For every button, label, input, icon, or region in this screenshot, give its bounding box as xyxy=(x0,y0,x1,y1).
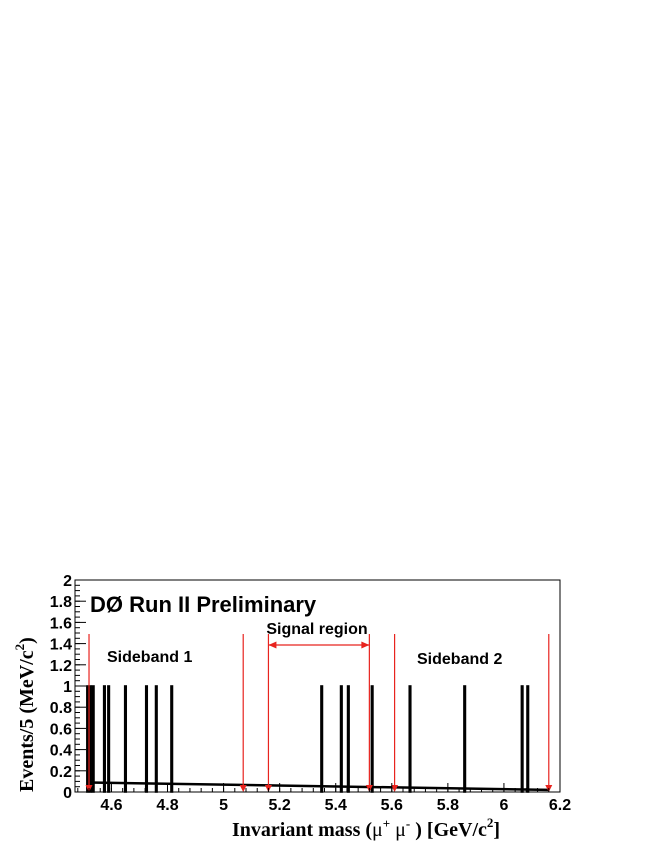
y-axis-label: Events/5 (MeV/c2) xyxy=(12,637,38,792)
y-tick-label: 0.4 xyxy=(50,743,72,760)
event-bar xyxy=(144,685,149,793)
y-axis-label-sup: 2 xyxy=(12,644,27,651)
x-tick-label: 6.2 xyxy=(549,797,571,814)
x-tick-label: 5.6 xyxy=(381,797,403,814)
region-arrowhead xyxy=(391,785,399,792)
x-tick-label: 5.2 xyxy=(269,797,291,814)
x-axis-label-mu1: μ xyxy=(372,819,383,841)
region-arrowhead xyxy=(239,785,247,792)
signal-region-label: Signal region xyxy=(266,621,367,638)
event-bar xyxy=(123,685,128,793)
x-axis-label-sup1: + xyxy=(383,816,390,831)
x-tick-label: 6 xyxy=(499,797,508,814)
event-bar xyxy=(88,685,92,793)
event-bar xyxy=(526,685,530,793)
event-bar xyxy=(102,685,106,793)
event-bars xyxy=(86,685,530,793)
y-tick-label: 1.4 xyxy=(50,637,72,654)
sideband-2-label: Sideband 2 xyxy=(417,651,502,668)
x-axis-label-post: ) [GeV/c xyxy=(410,819,487,841)
y-axis: 0 0.2 0.4 0.6 0.8 1 1.2 1.4 1.6 1.8 2 xyxy=(50,573,86,802)
x-tick-label: 4.8 xyxy=(156,797,178,814)
x-tick-label: 5.4 xyxy=(325,797,347,814)
y-tick-label: 0.8 xyxy=(50,700,72,717)
x-tick-label: 5 xyxy=(219,797,228,814)
sideband-1-label: Sideband 1 xyxy=(107,649,192,666)
x-axis-label-mu2: μ xyxy=(390,819,406,841)
y-tick-label: 1.8 xyxy=(50,594,72,611)
fit-curve xyxy=(88,781,549,792)
y-axis-label-end: ) xyxy=(16,637,38,644)
event-bar xyxy=(339,685,343,793)
event-bar xyxy=(408,685,412,793)
event-bar xyxy=(520,685,524,793)
y-axis-label-pre: Events/5 (MeV/c xyxy=(16,650,38,792)
x-axis-label: Invariant mass (μ+ μ- ) [GeV/c2] xyxy=(232,815,500,841)
event-bar xyxy=(86,685,90,793)
y-tick-label: 0.2 xyxy=(50,764,72,781)
event-bar xyxy=(463,685,467,793)
event-bar xyxy=(370,685,374,793)
x-tick-label: 5.8 xyxy=(437,797,459,814)
y-tick-label: 0 xyxy=(63,785,72,802)
x-axis-label-sup2: - xyxy=(406,816,410,831)
event-bar xyxy=(154,685,158,793)
y-tick-label: 1 xyxy=(63,679,72,696)
event-bar xyxy=(170,685,174,793)
signal-arrow-right xyxy=(361,641,370,649)
y-tick-label: 0.6 xyxy=(50,721,72,738)
y-tick-label: 2 xyxy=(63,573,72,590)
x-axis-label-pre: Invariant mass ( xyxy=(232,819,372,841)
y-tick-label: 1.2 xyxy=(50,658,72,675)
fit-line xyxy=(88,781,549,792)
event-bar xyxy=(320,685,324,793)
y-tick-label: 1.6 xyxy=(50,615,72,632)
x-axis-label-sup3: 2 xyxy=(487,815,494,830)
chart-title: DØ Run II Preliminary xyxy=(90,592,317,617)
event-bar xyxy=(91,685,95,793)
event-bar xyxy=(107,685,111,793)
signal-arrow-left xyxy=(268,641,277,649)
x-axis-label-end: ] xyxy=(493,819,500,841)
x-axis: 4.6 4.8 5 5.2 5.4 5.6 5.8 6 6.2 xyxy=(77,783,571,814)
event-bar xyxy=(346,685,350,793)
x-tick-label: 4.6 xyxy=(100,797,122,814)
